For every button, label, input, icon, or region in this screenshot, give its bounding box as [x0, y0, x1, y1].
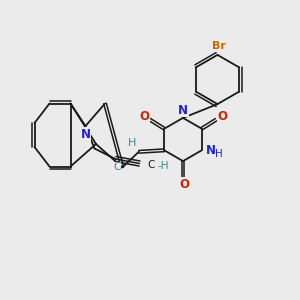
Text: C: C — [113, 162, 121, 172]
Text: N: N — [206, 144, 216, 157]
Text: N: N — [178, 103, 188, 117]
Text: -H: -H — [157, 161, 169, 171]
Text: H: H — [128, 138, 136, 148]
Text: Br: Br — [212, 41, 226, 51]
Text: C: C — [148, 160, 155, 170]
Text: N: N — [80, 128, 91, 141]
Text: O: O — [139, 110, 149, 123]
Text: O: O — [218, 110, 228, 123]
Text: H: H — [215, 149, 223, 159]
Text: O: O — [179, 178, 190, 191]
